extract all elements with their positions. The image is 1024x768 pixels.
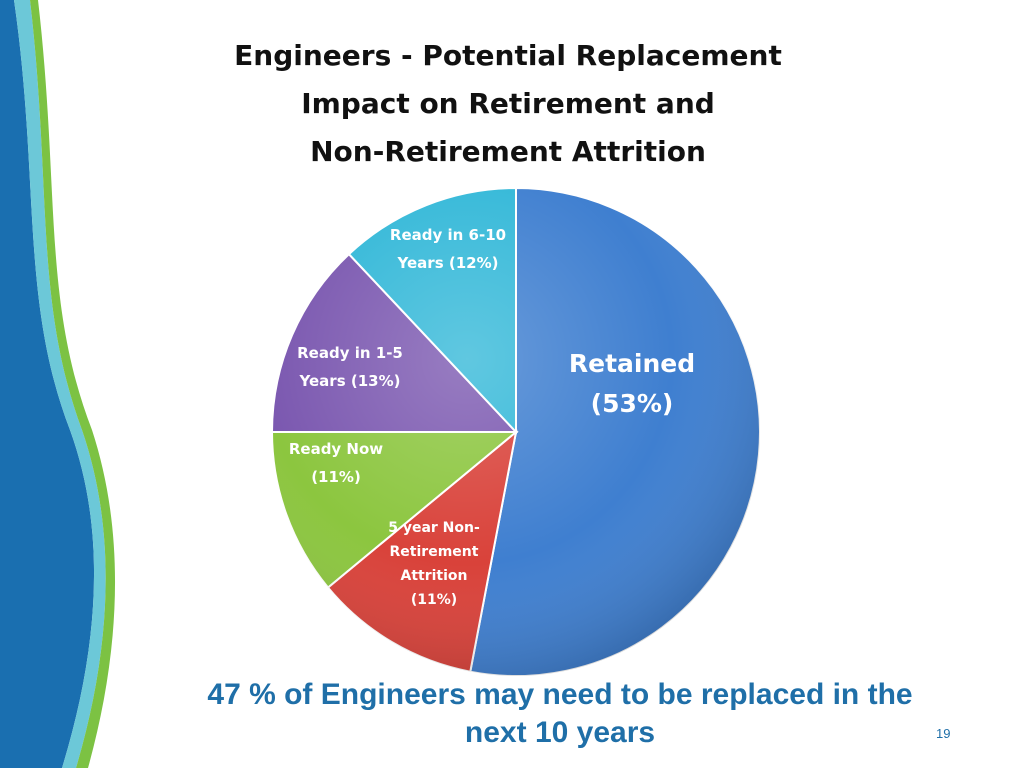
slide-title: Engineers - Potential Replacement Impact… (150, 32, 866, 176)
slice-label-line: Years (12%) (397, 254, 499, 272)
summary-text: 47 % of Engineers may need to be replace… (130, 676, 990, 752)
title-line: Non-Retirement Attrition (310, 135, 706, 168)
slice-label: Ready in 6-10 Years (12%) (390, 226, 506, 272)
slice-label: 5 year Non- Retirement Attrition (11%) (388, 520, 480, 608)
decor-dark-wave (0, 0, 95, 768)
slice-label-line: Retained (569, 349, 695, 378)
slide-decoration (0, 0, 116, 768)
slice-label-line: Ready Now (289, 440, 383, 458)
slide-number: 19 (936, 726, 951, 741)
decor-light-wave (14, 0, 106, 768)
slice-label-line: Ready in 6-10 (390, 226, 506, 244)
decor-green-wave (30, 0, 116, 768)
slice-label-line: Attrition (401, 568, 468, 584)
slice-label-line: Ready in 1-5 (297, 344, 403, 362)
summary-line: next 10 years (464, 716, 656, 749)
slice-label-line: 5 year Non- (388, 520, 480, 536)
slice-label-line: (11%) (311, 468, 361, 486)
slice-label-line: Retirement (390, 544, 479, 560)
slice-label-line: (11%) (411, 592, 457, 608)
slice-label: Ready in 1-5 Years (13%) (297, 344, 403, 390)
slice-label-line: (53%) (591, 389, 674, 418)
slice-label-line: Years (13%) (299, 372, 401, 390)
slice-label: Ready Now (11%) (289, 440, 383, 486)
title-line: Engineers - Potential Replacement (234, 39, 782, 72)
summary-line: 47 % of Engineers may need to be replace… (207, 678, 913, 711)
title-line: Impact on Retirement and (301, 87, 715, 120)
slice-label: Retained (53%) (569, 349, 695, 418)
